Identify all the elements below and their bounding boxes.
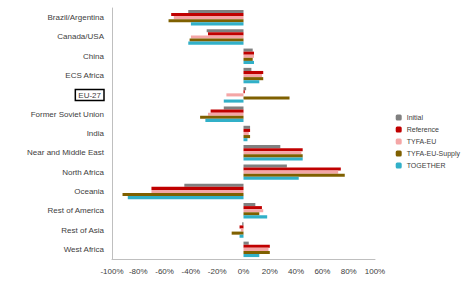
svg-text:80%: 80% [341,267,357,276]
svg-text:Near and Middle East: Near and Middle East [27,148,105,157]
svg-text:China: China [83,52,104,61]
svg-text:Reference: Reference [407,126,439,133]
svg-text:-60%: -60% [155,267,174,276]
svg-text:40%: 40% [288,267,304,276]
svg-text:Brazil/Argentina: Brazil/Argentina [48,13,105,22]
svg-text:TOGETHER: TOGETHER [407,162,446,169]
svg-text:ECS Africa: ECS Africa [65,71,104,80]
svg-text:60%: 60% [314,267,330,276]
svg-text:EU-27: EU-27 [78,91,101,100]
svg-text:North Africa: North Africa [62,168,104,177]
svg-text:TYFA-EU-Supply: TYFA-EU-Supply [407,150,461,158]
svg-text:West Africa: West Africa [64,245,105,254]
svg-text:20%: 20% [262,267,278,276]
svg-text:-80%: -80% [129,267,148,276]
svg-text:Rest of Asia: Rest of Asia [61,226,104,235]
svg-text:Former Soviet Union: Former Soviet Union [31,110,104,119]
svg-text:0%: 0% [238,267,250,276]
svg-text:India: India [87,129,105,138]
svg-text:Oceania: Oceania [74,187,104,196]
svg-text:Canada/USA: Canada/USA [57,32,104,41]
svg-text:100%: 100% [365,267,385,276]
svg-text:Rest of America: Rest of America [48,206,105,215]
svg-text:-100%: -100% [100,267,123,276]
svg-text:Initial: Initial [407,114,424,121]
svg-text:-40%: -40% [182,267,201,276]
svg-text:TYFA-EU: TYFA-EU [407,138,437,145]
svg-text:-20%: -20% [208,267,227,276]
